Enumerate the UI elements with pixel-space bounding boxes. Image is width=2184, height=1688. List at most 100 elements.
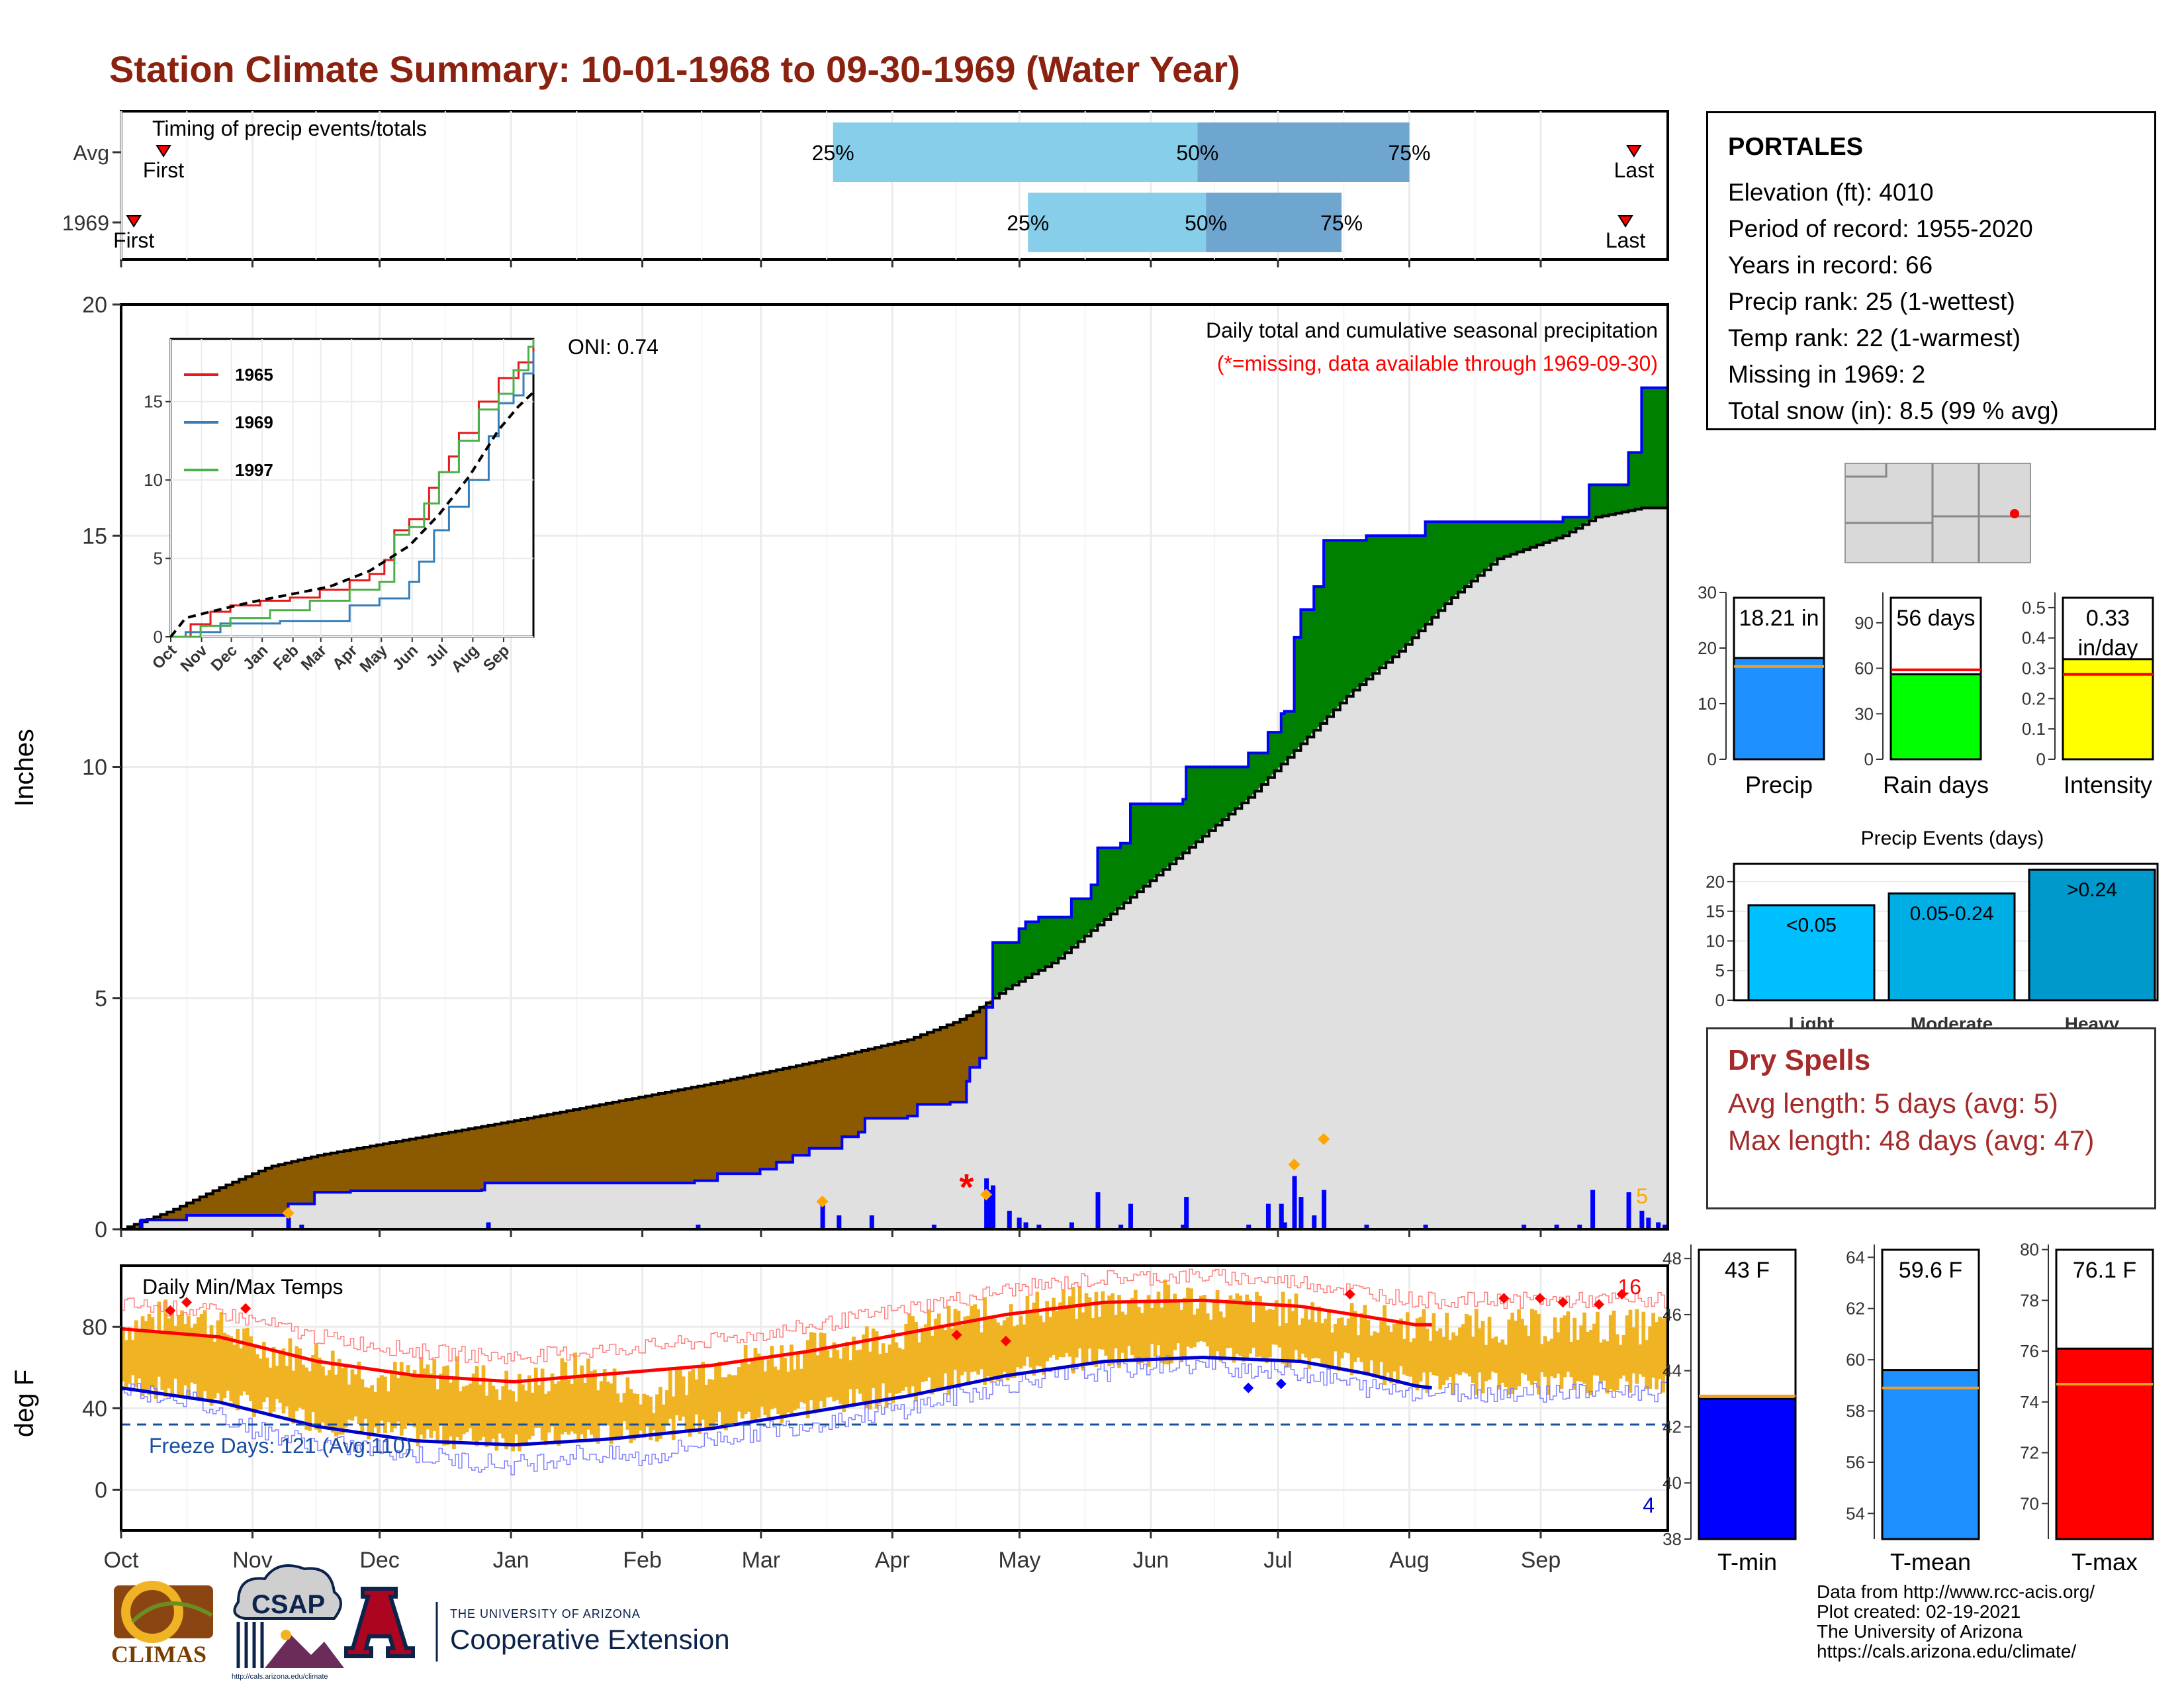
summary-ytick: 0 (1707, 749, 1717, 769)
inset-legend-label: 1997 (235, 460, 273, 480)
record-high-marker (951, 1329, 962, 1340)
precip-ylabel: Inches (10, 729, 39, 807)
csap-url: http://cals.arizona.edu/climate (232, 1673, 328, 1681)
summary-ytick: 48 (1662, 1248, 1682, 1268)
timing-p50-label: 50% (1185, 211, 1227, 235)
inset-ytick: 15 (144, 392, 163, 412)
record-high-marker (240, 1303, 251, 1314)
summary-bar-t-max (2055, 1347, 2154, 1540)
observed-cumulative-line (121, 386, 1668, 1231)
record-low-count: 4 (1643, 1493, 1655, 1517)
timing-row-label: 1969 (62, 211, 109, 235)
daily-precip-bar (1095, 1192, 1101, 1229)
month-tick-jan: Jan (493, 1548, 529, 1573)
summary-ytick: 0.1 (2022, 719, 2046, 739)
daily-precip-bar (869, 1215, 874, 1229)
summary-ytick: 0.2 (2022, 688, 2046, 708)
summary-ytick: 90 (1854, 613, 1874, 633)
tmin-average-line (120, 1355, 1432, 1447)
precip-corner-count: 5 (1636, 1184, 1648, 1208)
month-tick-aug: Aug (1389, 1548, 1430, 1573)
summary-precip-panels: 0 10 20 30 18.21 in Precip 0 30 60 90 56 days Rain … (1698, 583, 2154, 798)
precip-ytick: 20 (82, 293, 107, 318)
timing-last-marker (1617, 215, 1633, 228)
dry-spells-avg: Avg length: 5 days (avg: 5) (1728, 1088, 2058, 1119)
daily-precip-bar (1279, 1203, 1284, 1229)
summary-category-label: T-mean (1890, 1548, 1971, 1575)
station-temp-rank: Temp rank: 22 (1-warmest) (1728, 324, 2021, 352)
csap-logo: CSAP (233, 1564, 344, 1668)
inset-series-1969 (171, 351, 535, 638)
record-high-marker (1594, 1299, 1605, 1310)
summary-value-label: 56 days (1896, 606, 1975, 631)
summary-ytick: 70 (2020, 1493, 2039, 1513)
summary-ytick: 76 (2020, 1341, 2039, 1361)
summary-bar-precip (1733, 657, 1825, 761)
daily-precip-bar (1007, 1211, 1012, 1229)
summary-ytick: 42 (1662, 1417, 1682, 1436)
record-high-marker (181, 1297, 193, 1308)
timing-p75-label: 75% (1388, 141, 1430, 165)
record-high-marker (1344, 1289, 1355, 1300)
precip-annotation-title: Daily total and cumulative seasonal prec… (1206, 318, 1658, 342)
missing-marker: * (960, 1166, 974, 1208)
record-high-line (121, 1268, 1668, 1365)
daily-precip-bar (1646, 1217, 1651, 1229)
daily-precip-bar (696, 1225, 701, 1229)
events-bar-moderate (1888, 892, 2016, 1002)
station-elevation: Elevation (ft): 4010 (1728, 179, 1934, 206)
daily-precip-bar (1577, 1225, 1582, 1229)
record-high-marker (1557, 1297, 1569, 1308)
month-tick-may: May (998, 1548, 1040, 1573)
footer-data-source: Data from http://www.rcc-acis.org/ (1817, 1581, 2095, 1602)
timing-bar-lower (1028, 193, 1206, 252)
inset-legend-label: 1969 (235, 412, 273, 432)
summary-ytick: 72 (2020, 1443, 2039, 1463)
daily-precip-bar (1023, 1222, 1028, 1229)
state-map (1844, 463, 2031, 563)
timing-last-label: Last (1606, 228, 1646, 252)
inset-ytick: 0 (154, 627, 163, 647)
precip-events-title: Precip Events (days) (1861, 827, 2044, 849)
inset-ytick: 5 (154, 549, 163, 569)
footer-url: https://cals.arizona.edu/climate/ (1817, 1641, 2077, 1662)
summary-temp-panels: 38 40 42 44 46 48 43 F T-min 54 56 58 60 62 64 59.6 F T… (1662, 1240, 2154, 1575)
footer-credits: Data from http://www.rcc-acis.org/ Plot … (1817, 1582, 2095, 1662)
precip-ytick: 5 (95, 986, 107, 1011)
ua-logo (344, 1587, 438, 1662)
month-tick-oct: Oct (104, 1548, 139, 1573)
daily-precip-bar (1554, 1225, 1559, 1229)
summary-value-unit: in/day (2078, 635, 2138, 661)
daily-precip-bar (1069, 1222, 1074, 1229)
temp-ytick: 80 (82, 1315, 107, 1340)
daily-precip-bar (1522, 1225, 1527, 1229)
events-ytick: 20 (1706, 872, 1725, 892)
logos: CSAP (114, 1564, 438, 1668)
summary-ytick: 46 (1662, 1305, 1682, 1325)
record-low-marker (1243, 1382, 1254, 1393)
precip-events-panel: Precip Events (days)05101520<0.05Light0.… (1706, 827, 2159, 1034)
events-bar-heavy (2028, 868, 2156, 1002)
month-tick-feb: Feb (623, 1548, 662, 1573)
climas-logo (114, 1581, 213, 1643)
precip-ytick: 10 (82, 755, 107, 780)
timing-panel: Timing of precip events/totals Avg 25% 50%… (62, 110, 1669, 261)
month-tick-jun: Jun (1133, 1548, 1169, 1573)
daily-precip-bar (991, 1185, 996, 1229)
daily-precip-bar (138, 1220, 144, 1229)
daily-precip-bar (820, 1201, 825, 1229)
tmax-average-line (120, 1298, 1432, 1383)
summary-ytick: 74 (2020, 1392, 2039, 1412)
dry-spells-title: Dry Spells (1728, 1044, 1871, 1076)
summary-category-label: T-max (2071, 1548, 2138, 1575)
summary-ytick: 44 (1662, 1361, 1682, 1381)
daily-precip-bar (1626, 1192, 1631, 1229)
temp-title: Daily Min/Max Temps (142, 1275, 343, 1299)
summary-ytick: 10 (1698, 694, 1717, 714)
precip-panel: * 0 5 10 15 20 Inches Daily total and cumula… (10, 293, 1669, 1243)
inset-series-1997 (171, 339, 535, 638)
record-precip-marker (282, 1207, 295, 1219)
avg-cumulative-line (121, 506, 1668, 1231)
